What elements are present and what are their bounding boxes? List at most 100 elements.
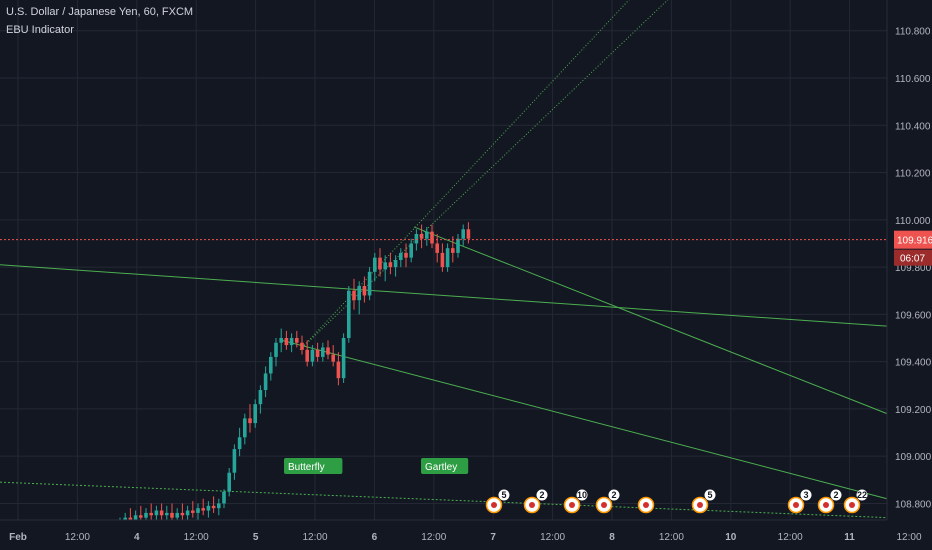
candle-body [258,390,263,405]
pattern-label-box [284,458,343,474]
indicator-title[interactable]: EBU Indicator [6,24,74,36]
candle-body [456,238,460,253]
pattern-labels: Butterfly Gartley [284,458,469,474]
x-tick-label: 12:00 [896,532,921,543]
candle-series [118,222,471,532]
pattern-label-text: Gartley [425,462,457,473]
candle-body [232,449,237,473]
x-tick-label: 10 [725,532,737,543]
candle-body [227,472,231,492]
y-tick-label: 109.400 [895,358,932,369]
candle-body [175,512,179,518]
candle-body [331,354,335,362]
flag-icon [823,502,829,508]
candle-body [373,257,377,272]
candle-body [326,347,330,355]
y-tick-label: 108.800 [895,499,932,510]
candle-body [367,271,372,296]
candle-body [211,505,216,509]
current-price-label: 109.916 [897,236,932,247]
candle-body [191,510,195,513]
event-count-text: 2 [833,490,838,500]
event-count-text: 10 [577,490,587,500]
event-count-badge [608,489,620,501]
y-tick-label: 110.000 [895,216,931,227]
price-axis[interactable]: 110.800 110.600 110.400 110.200 110.000 109.8… [894,27,932,511]
candle-body [243,418,247,438]
flag-icon [569,502,575,508]
economic-events: 5 2 10 2 5 3 2 22 [485,489,868,514]
candle-body [425,231,429,239]
candle-body [180,512,185,516]
candle-body [399,252,403,260]
pattern-label-text: Butterfly [288,462,325,473]
symbol-title[interactable]: U.S. Dollar / Japanese Yen, 60, FXCM [6,6,194,18]
event-count-badge [830,489,842,501]
event-count-badge [498,489,510,501]
countdown-badge [894,249,932,266]
flag-icon [529,502,535,508]
candle-body [279,338,283,343]
event-count-text: 2 [611,490,616,500]
x-tick-label: 5 [253,532,259,543]
candle-body [149,512,153,516]
flag-icon [697,502,703,508]
x-tick-label: 12:00 [65,532,90,543]
x-tick-label: 7 [490,532,496,543]
candle-body [341,338,346,379]
y-tick-label: 109.200 [895,405,932,416]
trend-line-upper [0,264,888,327]
y-tick-label: 110.200 [895,169,931,180]
time-axis[interactable]: Feb 12:00 4 12:00 5 12:00 6 12:00 7 12:00 8 12:00 10… [9,532,932,543]
candle-body [128,517,133,520]
candle-body [393,260,398,268]
candle-body [404,252,408,258]
y-tick-label: 109.000 [895,452,932,463]
flag-icon [793,502,799,508]
candle-body [139,515,143,518]
candle-body [201,508,205,511]
event-count-text: 2 [539,490,544,500]
x-tick-label: 8 [609,532,615,543]
candle-body [440,252,445,268]
candle-body [321,347,325,357]
event-count-text: 3 [803,490,808,500]
x-tick-label: 11 [844,532,855,543]
flag-icon [601,502,607,508]
flag-icon [643,502,649,508]
candle-body [352,290,356,301]
candle-body [357,286,361,301]
y-tick-label: 110.600 [895,74,931,85]
x-tick-label: 4 [134,532,140,543]
candle-body [165,512,169,516]
event-count-text: 5 [501,490,506,500]
y-tick-label: 110.800 [895,27,931,38]
x-tick-label: Feb [9,532,27,543]
candle-body [310,349,315,362]
candle-body [154,510,159,516]
candle-body [269,356,273,374]
candle-body [170,512,174,518]
candle-body [253,404,257,424]
candle-body [222,491,226,504]
candle-body [284,338,289,346]
candle-body [248,418,252,424]
candle-body [336,361,341,379]
candle-body [466,229,471,239]
candle-body [451,248,455,253]
x-tick-label: 12:00 [184,532,209,543]
candle-body [388,262,393,268]
candle-body [133,515,138,520]
candle-body [347,290,351,338]
candle-body [237,437,242,450]
time-axis-bg[interactable] [0,520,932,550]
grid [0,0,910,520]
trend-line-butterfly [281,339,888,500]
x-tick-label: 12:00 [421,532,446,543]
candle-body [362,286,367,296]
event-count-badge [800,489,812,501]
x-tick-label: 12:00 [302,532,327,543]
candle-body [206,505,211,511]
x-tick-label: 12:00 [778,532,803,543]
